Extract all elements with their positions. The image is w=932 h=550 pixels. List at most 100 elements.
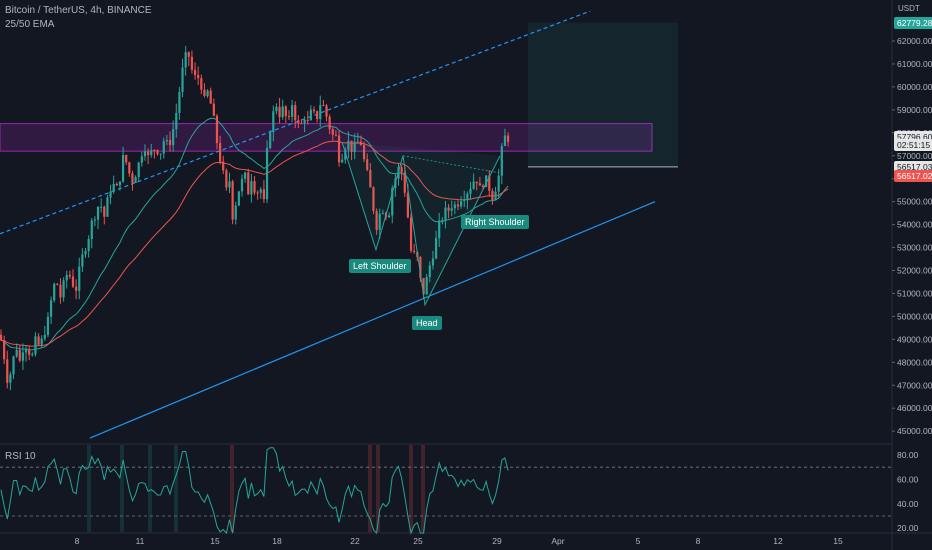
candle-body: [43, 334, 46, 339]
candle-body: [375, 210, 378, 230]
candle-body: [253, 181, 256, 193]
candle-body: [209, 90, 212, 104]
candle-body: [125, 154, 128, 163]
time-axis-label: 15: [210, 536, 220, 546]
candle-body: [162, 141, 165, 154]
candle-body: [240, 178, 244, 192]
candle-body: [234, 205, 237, 220]
candle-body: [413, 250, 416, 252]
candle-body: [197, 74, 200, 79]
candle-body: [134, 176, 137, 184]
candle-body: [300, 122, 303, 124]
symbol-title[interactable]: Bitcoin / TetherUS, 4h, BINANCE: [5, 5, 152, 16]
left-shoulder-label[interactable]: Left Shoulder: [349, 259, 411, 273]
candle-body: [469, 188, 472, 194]
head-label[interactable]: Head: [412, 316, 442, 330]
candle-body: [62, 280, 65, 298]
candle-body: [500, 146, 503, 176]
candle-body: [215, 115, 219, 144]
candle-body: [109, 191, 112, 198]
rsi-highlight: [174, 445, 178, 532]
price-axis-label: 46000.00: [897, 403, 932, 413]
candle-body: [90, 220, 93, 240]
candle-body: [485, 175, 488, 188]
indicator-label[interactable]: 25/50 EMA: [5, 19, 55, 30]
candle-body: [303, 119, 306, 124]
candle-body: [175, 112, 178, 130]
candle-body: [481, 185, 485, 188]
rsi-highlight: [368, 445, 372, 532]
rsi-label[interactable]: RSI 10: [5, 451, 36, 462]
price-axis-label: 48000.00: [897, 357, 932, 367]
target-box: [528, 22, 678, 167]
candle-body: [250, 181, 253, 195]
time-axis-label: 11: [136, 536, 145, 546]
candle-body: [81, 254, 84, 267]
candle-body: [259, 189, 262, 193]
candle-body: [422, 278, 425, 295]
price-axis-label: 59000.00: [897, 105, 932, 115]
axes-layer: 62000.0061000.0060000.0059000.0058000.00…: [75, 36, 932, 546]
price-tag-red: 56517.02: [894, 169, 932, 182]
pattern-layer: [341, 141, 501, 307]
candle-body: [331, 129, 334, 135]
candle-body: [381, 212, 384, 214]
price-axis-label: 52000.00: [897, 266, 932, 276]
candle-body: [478, 183, 481, 186]
price-axis-label: 61000.00: [897, 59, 932, 69]
time-axis-label: 15: [833, 536, 843, 546]
neckline: [402, 155, 501, 174]
time-axis-label: 18: [272, 536, 282, 546]
candle-body: [344, 149, 347, 160]
candle-body: [350, 140, 353, 152]
candle-body: [438, 220, 441, 239]
candle-body: [78, 266, 81, 291]
candle-body: [225, 170, 228, 188]
price-axis-label: 55000.00: [897, 197, 932, 207]
candle-body: [222, 161, 225, 171]
candle-body: [256, 192, 259, 194]
price-tag-gray: 56517.03: [894, 160, 932, 173]
candle-body: [128, 162, 131, 174]
price-axis-label: 53000.00: [897, 243, 932, 253]
candle-body: [353, 141, 356, 152]
time-axis-label: 22: [350, 536, 360, 546]
candle-body: [347, 140, 350, 150]
candle-body: [491, 190, 494, 201]
rsi-layer: [0, 445, 892, 535]
candle-body: [400, 167, 403, 173]
rsi-axis-label: 60.00: [897, 474, 919, 484]
candle-body: [165, 139, 168, 142]
candle-body: [203, 89, 206, 97]
candle-body: [322, 105, 325, 107]
candle-body: [178, 91, 181, 113]
candle-body: [391, 188, 394, 216]
candle-body: [219, 143, 222, 162]
candle-body: [228, 181, 231, 188]
candle-body: [140, 156, 143, 163]
candle-body: [294, 105, 297, 121]
candle-body: [53, 283, 56, 301]
candle-body: [388, 215, 391, 218]
candle-body: [87, 239, 90, 251]
candle-body: [262, 189, 266, 200]
candle-body: [190, 56, 194, 70]
candle-body: [143, 151, 147, 157]
rsi-highlight: [421, 445, 425, 532]
candle-body: [475, 181, 478, 184]
time-axis-label: 8: [75, 536, 80, 546]
candle-body: [131, 173, 134, 184]
candle-body: [31, 354, 34, 356]
candle-body: [425, 277, 428, 295]
candle-body: [156, 150, 159, 154]
candle-body: [181, 67, 184, 92]
candle-body: [96, 206, 100, 220]
candle-body: [34, 336, 37, 355]
candle-body: [409, 217, 413, 251]
candle-body: [100, 206, 103, 208]
candle-body: [9, 374, 12, 383]
candle-body: [328, 116, 331, 130]
right-shoulder-label[interactable]: Right Shoulder: [461, 215, 529, 229]
candle-body: [272, 111, 275, 133]
